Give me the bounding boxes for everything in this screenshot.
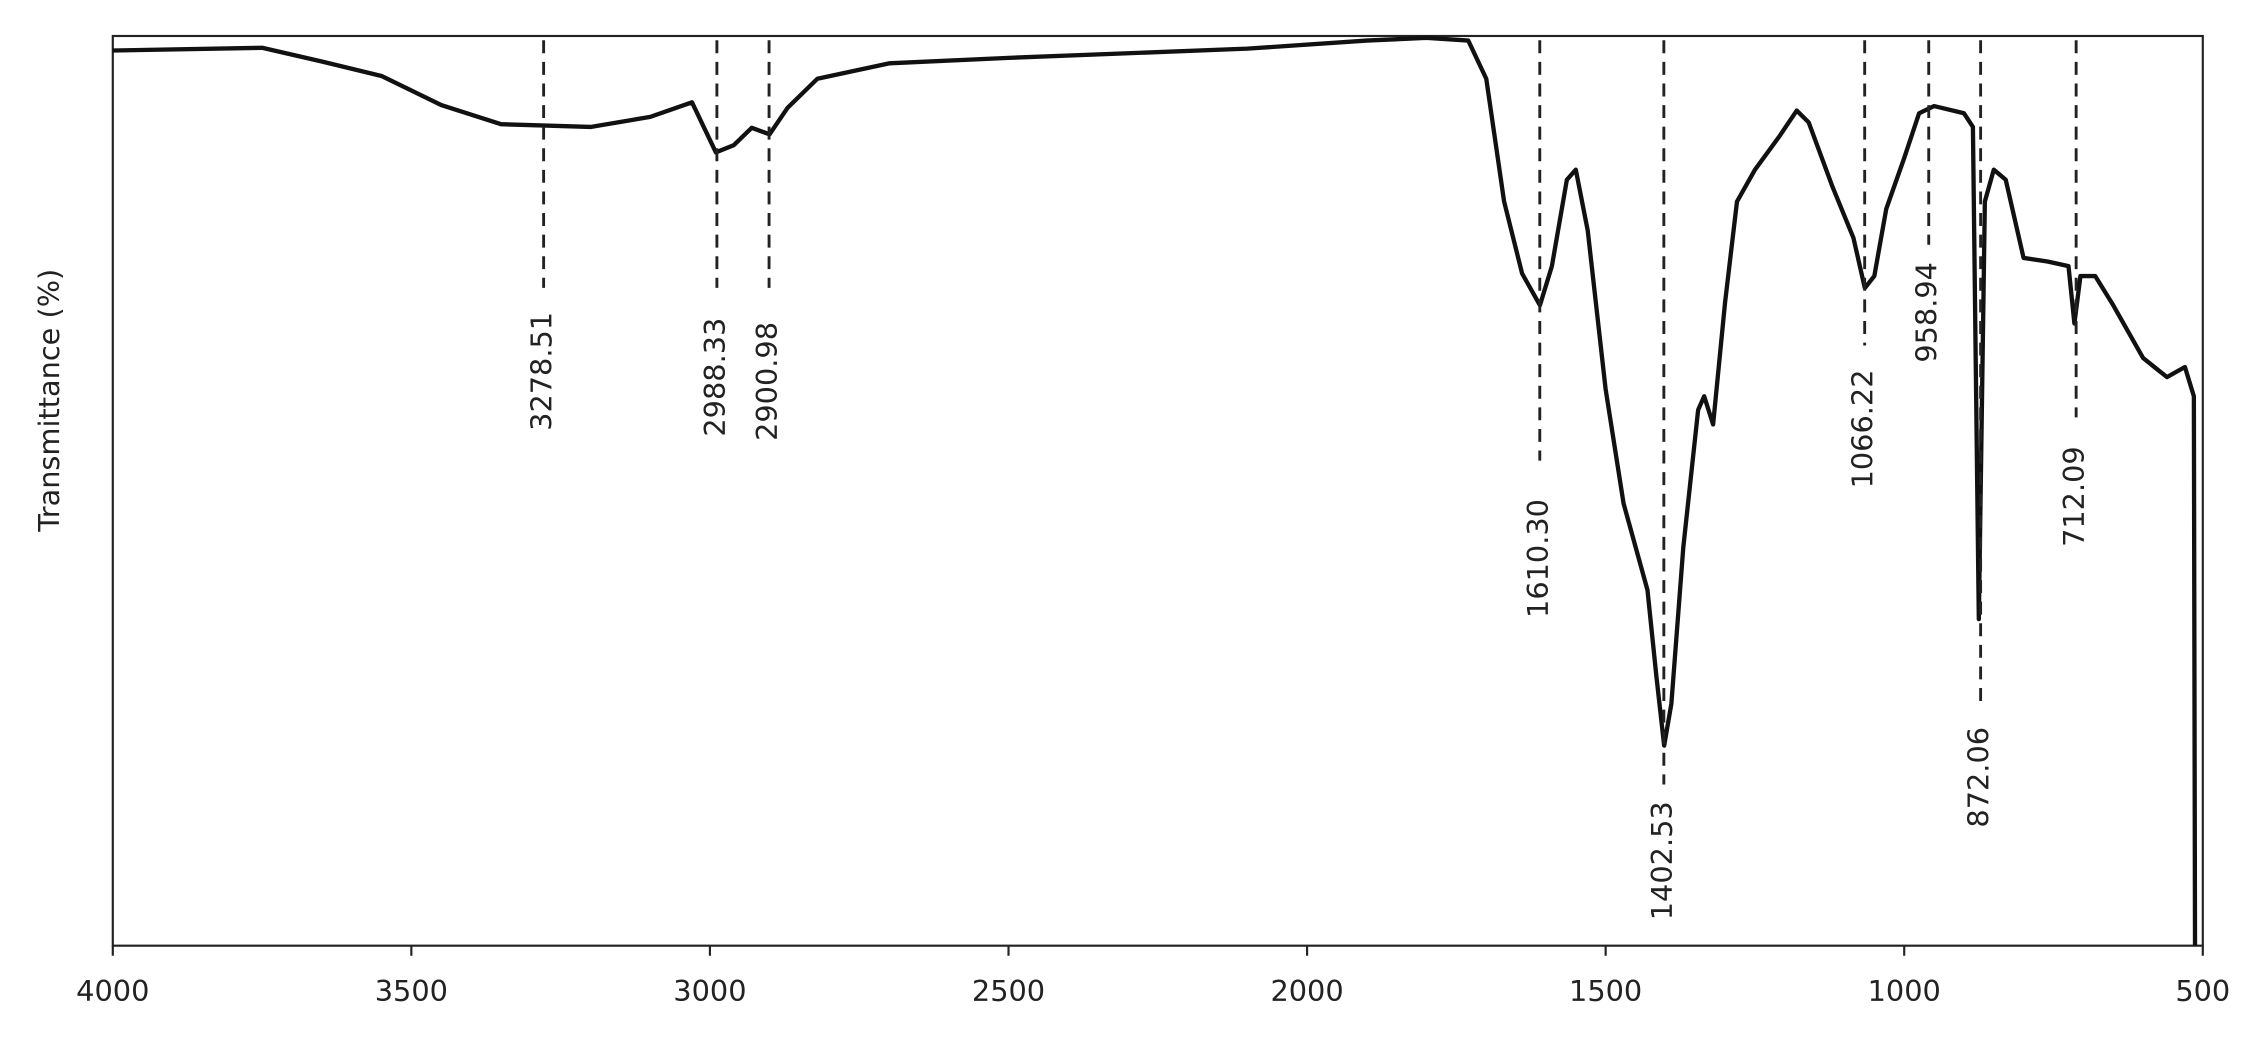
y-axis-label: Transmittance (%) xyxy=(32,269,66,533)
peak-label: 1066.22 xyxy=(1846,369,1880,488)
x-tick-label: 1500 xyxy=(1569,974,1642,1008)
peak-label: 712.09 xyxy=(2057,446,2091,547)
x-tick-label: 3000 xyxy=(673,974,746,1008)
x-tick-label: 2000 xyxy=(1270,974,1343,1008)
x-tick-label: 3500 xyxy=(375,974,448,1008)
peak-label: 1610.30 xyxy=(1521,499,1555,618)
spectrum-line xyxy=(112,35,2198,946)
plot-frame xyxy=(111,34,2204,947)
peak-label: 958.94 xyxy=(1910,262,1944,363)
x-tick-label: 500 xyxy=(2175,974,2230,1008)
peak-label: 872.06 xyxy=(1962,727,1996,828)
peak-label: 1402.53 xyxy=(1645,801,1679,920)
peak-label: 2900.98 xyxy=(750,322,784,441)
x-tick-label: 2500 xyxy=(972,974,1045,1008)
x-tick-label: 1000 xyxy=(1868,974,1941,1008)
x-tick-label: 4000 xyxy=(76,974,149,1008)
peak-label: 3278.51 xyxy=(525,312,559,431)
peak-label: 2988.33 xyxy=(698,318,732,437)
